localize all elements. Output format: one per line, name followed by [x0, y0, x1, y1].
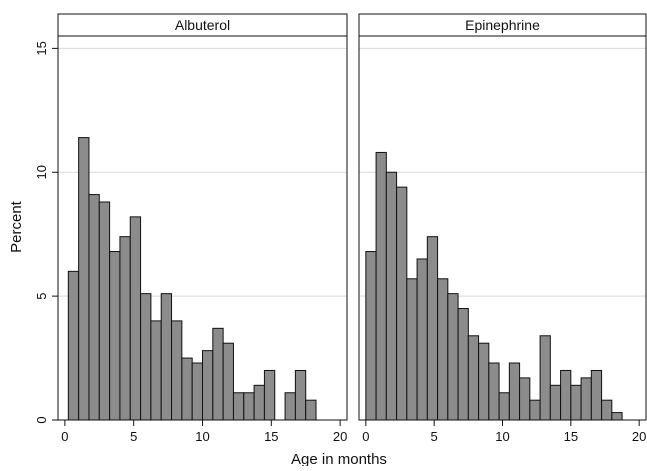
bar-epinephrine-19 [561, 370, 571, 420]
x-tick-label-albuterol-15: 15 [264, 429, 278, 444]
x-tick-label-albuterol-10: 10 [195, 429, 209, 444]
bar-epinephrine-17 [540, 336, 550, 420]
bar-albuterol-2 [89, 195, 99, 420]
bar-epinephrine-23 [602, 400, 612, 420]
bar-epinephrine-10 [468, 336, 478, 420]
x-tick-label-epinephrine-20: 20 [632, 429, 646, 444]
bar-albuterol-1 [79, 138, 89, 420]
bar-epinephrine-21 [581, 378, 591, 420]
bar-epinephrine-11 [479, 343, 489, 420]
bar-albuterol-7 [141, 294, 151, 420]
bar-epinephrine-9 [458, 309, 468, 420]
bar-epinephrine-3 [397, 187, 407, 420]
x-tick-label-epinephrine-10: 10 [495, 429, 509, 444]
x-tick-label-albuterol-0: 0 [61, 429, 68, 444]
y-tick-label-15: 15 [34, 41, 49, 55]
bar-epinephrine-0 [366, 252, 376, 420]
bar-albuterol-12 [192, 363, 202, 420]
x-tick-label-epinephrine-5: 5 [431, 429, 438, 444]
bar-albuterol-8 [151, 321, 161, 420]
bar-albuterol-4 [110, 252, 120, 420]
x-tick-label-epinephrine-0: 0 [362, 429, 369, 444]
y-axis-title: Percent [8, 200, 25, 253]
bar-epinephrine-14 [509, 363, 519, 420]
bar-albuterol-11 [182, 358, 192, 420]
bar-epinephrine-1 [376, 152, 386, 420]
bar-epinephrine-8 [448, 294, 458, 420]
bar-epinephrine-4 [407, 279, 417, 420]
bar-albuterol-6 [130, 217, 140, 420]
y-tick-label-5: 5 [34, 293, 49, 300]
bar-epinephrine-15 [520, 378, 530, 420]
bar-albuterol-3 [99, 202, 109, 420]
bar-albuterol-15 [223, 343, 233, 420]
x-axis-title: Age in months [291, 451, 387, 466]
bar-albuterol-17 [244, 393, 254, 420]
panel-title-epinephrine: Epinephrine [465, 17, 540, 33]
bar-epinephrine-6 [427, 237, 437, 420]
panel-title-albuterol: Albuterol [175, 17, 230, 33]
bar-albuterol-0 [68, 271, 78, 420]
panel-epinephrine: Epinephrine 0 5 10 15 20 [359, 14, 646, 444]
bar-albuterol-22 [306, 400, 316, 420]
bar-epinephrine-7 [438, 279, 448, 420]
bar-epinephrine-12 [489, 363, 499, 420]
bar-epinephrine-13 [499, 393, 509, 420]
bar-epinephrine-24 [612, 413, 622, 420]
bar-albuterol-21 [295, 370, 305, 420]
y-tick-label-10: 10 [34, 165, 49, 179]
bar-epinephrine-2 [386, 172, 396, 420]
y-tick-label-0: 0 [34, 416, 49, 423]
bar-albuterol-19 [264, 370, 274, 420]
bar-albuterol-20 [285, 393, 295, 420]
bar-albuterol-10 [172, 321, 182, 420]
bar-albuterol-16 [233, 393, 243, 420]
bar-albuterol-18 [254, 385, 264, 420]
panel-albuterol: Albuterol 0 5 10 15 20 [58, 14, 347, 444]
bar-epinephrine-16 [530, 400, 540, 420]
x-tick-label-epinephrine-15: 15 [564, 429, 578, 444]
bar-epinephrine-5 [417, 259, 427, 420]
bar-epinephrine-20 [571, 385, 581, 420]
bar-epinephrine-18 [550, 385, 560, 420]
x-tick-label-albuterol-20: 20 [333, 429, 347, 444]
bar-albuterol-14 [213, 328, 223, 420]
bar-epinephrine-22 [591, 370, 601, 420]
bar-albuterol-9 [161, 294, 171, 420]
x-tick-label-albuterol-5: 5 [130, 429, 137, 444]
bar-albuterol-5 [120, 237, 130, 420]
bar-albuterol-13 [203, 351, 213, 420]
